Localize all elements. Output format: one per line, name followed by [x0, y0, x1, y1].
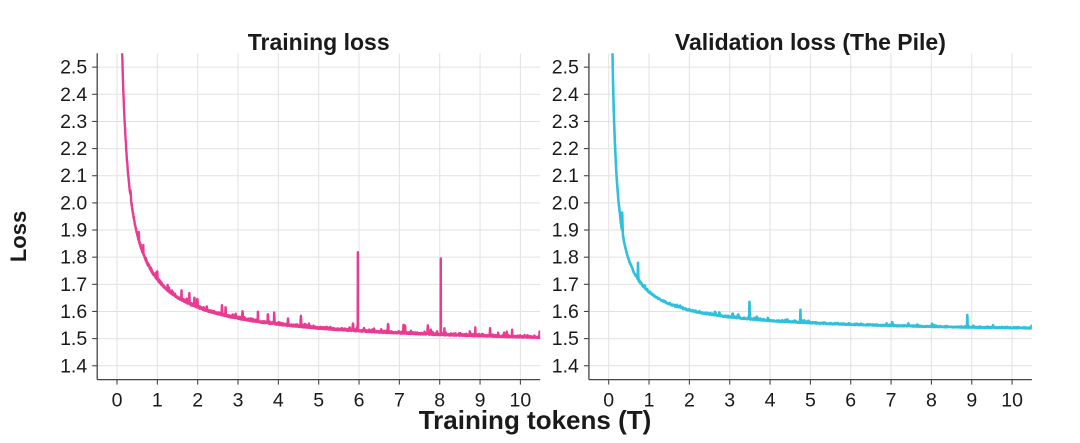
svg-text:8: 8 [926, 390, 937, 412]
svg-text:1.5: 1.5 [552, 328, 579, 350]
svg-text:1.7: 1.7 [552, 274, 579, 296]
svg-text:1.6: 1.6 [552, 301, 579, 323]
svg-text:5: 5 [805, 390, 816, 412]
svg-text:2.4: 2.4 [60, 84, 87, 106]
svg-text:2.0: 2.0 [552, 192, 579, 214]
svg-text:2: 2 [684, 390, 695, 412]
svg-text:6: 6 [845, 390, 856, 412]
svg-text:2.2: 2.2 [552, 138, 579, 160]
svg-text:Training loss: Training loss [248, 29, 390, 55]
svg-text:0: 0 [112, 390, 123, 412]
svg-text:1.8: 1.8 [60, 247, 87, 269]
svg-text:2: 2 [192, 390, 203, 412]
svg-text:1.8: 1.8 [552, 247, 579, 269]
svg-text:5: 5 [313, 390, 324, 412]
svg-text:3: 3 [233, 390, 244, 412]
svg-text:1.9: 1.9 [60, 220, 87, 242]
svg-text:Validation loss (The Pile): Validation loss (The Pile) [675, 29, 946, 55]
svg-text:2.4: 2.4 [552, 84, 579, 106]
svg-text:2.5: 2.5 [60, 57, 87, 79]
svg-text:1.5: 1.5 [60, 328, 87, 350]
svg-text:Training tokens (T): Training tokens (T) [419, 405, 652, 435]
svg-text:Loss: Loss [6, 211, 31, 262]
svg-text:6: 6 [354, 390, 365, 412]
svg-text:2.3: 2.3 [60, 111, 87, 133]
svg-text:9: 9 [966, 390, 977, 412]
svg-text:1.6: 1.6 [60, 301, 87, 323]
svg-text:2.3: 2.3 [552, 111, 579, 133]
svg-text:4: 4 [765, 390, 776, 412]
svg-text:2.2: 2.2 [60, 138, 87, 160]
svg-text:7: 7 [394, 390, 405, 412]
svg-text:1.7: 1.7 [60, 274, 87, 296]
svg-text:1: 1 [152, 390, 163, 412]
svg-text:2.1: 2.1 [552, 165, 579, 187]
svg-text:1.4: 1.4 [60, 355, 87, 377]
svg-text:2.0: 2.0 [60, 192, 87, 214]
svg-text:1.4: 1.4 [552, 355, 579, 377]
svg-text:4: 4 [273, 390, 284, 412]
svg-text:2.1: 2.1 [60, 165, 87, 187]
svg-text:10: 10 [1001, 390, 1023, 412]
svg-text:1.9: 1.9 [552, 220, 579, 242]
svg-text:2.5: 2.5 [552, 57, 579, 79]
svg-text:7: 7 [886, 390, 897, 412]
svg-text:3: 3 [724, 390, 735, 412]
